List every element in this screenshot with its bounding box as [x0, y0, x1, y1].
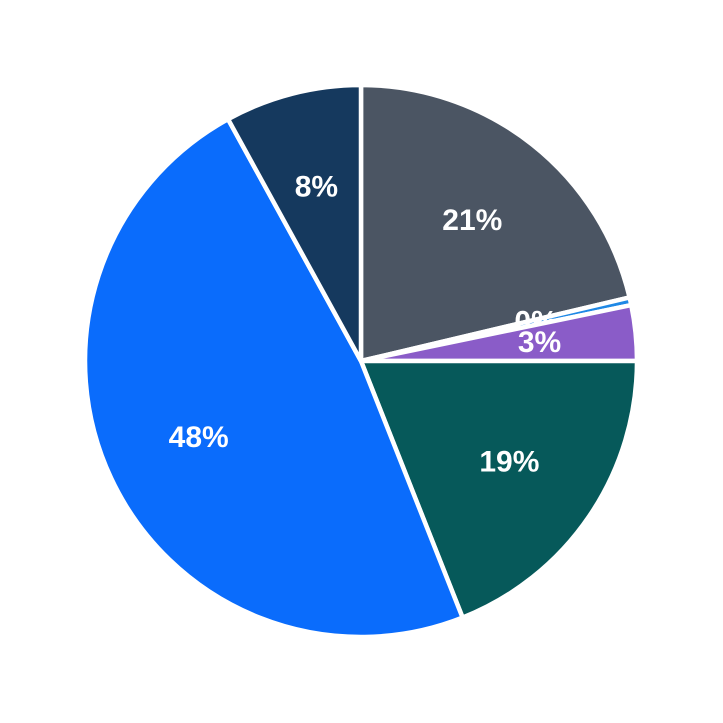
slice-label-8pct: 8% — [295, 171, 338, 204]
pie-slice-21pct — [358, 82, 632, 364]
pie-slice-48pct — [82, 116, 465, 640]
slice-label-21pct: 21% — [442, 204, 502, 237]
pie-slice-19pct — [358, 358, 640, 620]
pie-slice-8pct — [225, 82, 364, 364]
slice-label-48pct: 48% — [169, 421, 229, 454]
slice-label-19pct: 19% — [479, 445, 539, 478]
slice-label-3pct: 3% — [518, 326, 561, 359]
